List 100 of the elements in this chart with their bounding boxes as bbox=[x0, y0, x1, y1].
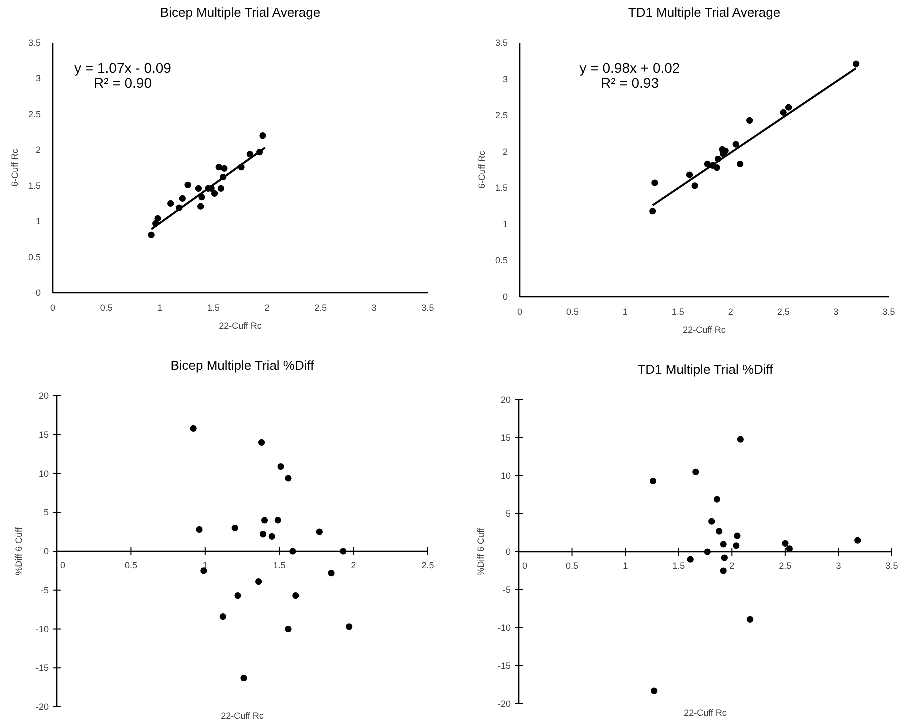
point bbox=[258, 439, 266, 446]
y-tick-label: 1.5 bbox=[28, 180, 41, 191]
x-tick-label: 2 bbox=[730, 561, 735, 571]
point bbox=[285, 626, 292, 633]
point bbox=[746, 616, 754, 623]
point bbox=[652, 180, 658, 186]
x-tick-label: 1 bbox=[158, 303, 163, 313]
x-tick-label: 3 bbox=[834, 307, 839, 317]
x-tick-label: 0.5 bbox=[566, 561, 579, 571]
y-tick-label: 0 bbox=[44, 546, 49, 556]
point bbox=[268, 533, 276, 540]
point bbox=[786, 546, 793, 552]
point bbox=[340, 548, 347, 555]
point bbox=[246, 151, 254, 158]
x-tick-label: 1.5 bbox=[273, 560, 286, 570]
point bbox=[211, 190, 218, 198]
x-tick-label: 0 bbox=[60, 560, 66, 570]
y-axis-title: %Diff 6 Cuff bbox=[476, 528, 486, 576]
point bbox=[292, 592, 300, 600]
point bbox=[261, 517, 268, 524]
point bbox=[196, 526, 203, 534]
point bbox=[746, 117, 754, 124]
y-tick-label: 10 bbox=[500, 471, 511, 481]
point bbox=[854, 537, 862, 544]
y-tick-label: 2.5 bbox=[495, 110, 508, 121]
y-tick-label: 15 bbox=[500, 433, 511, 443]
y-tick-label: -10 bbox=[36, 624, 49, 634]
x-tick-label: 0 bbox=[522, 561, 528, 571]
x-tick-label: 1 bbox=[623, 561, 628, 571]
point bbox=[721, 554, 728, 562]
annotation: R² = 0.90 bbox=[94, 75, 152, 91]
point bbox=[240, 674, 248, 682]
y-axis-title: 6-Cuff Rc bbox=[10, 148, 20, 187]
point bbox=[278, 463, 284, 470]
point bbox=[328, 570, 335, 577]
y-tick-label: 0.5 bbox=[28, 252, 41, 262]
x-axis-title: 22-Cuff Rc bbox=[219, 321, 262, 331]
y-tick-label: 2 bbox=[502, 146, 508, 157]
point bbox=[692, 468, 700, 476]
point bbox=[733, 542, 740, 550]
point bbox=[260, 132, 266, 140]
chart-title: TD1 Multiple Trial %Diff bbox=[638, 362, 774, 377]
y-tick-label: 0 bbox=[506, 547, 511, 557]
y-tick-label: 0.5 bbox=[495, 256, 508, 266]
x-tick-label: 0 bbox=[50, 303, 56, 313]
y-tick-label: 2.5 bbox=[28, 109, 41, 120]
x-tick-label: 0.5 bbox=[100, 303, 113, 313]
point bbox=[220, 614, 227, 620]
point bbox=[651, 688, 658, 694]
point bbox=[716, 528, 723, 535]
y-tick-label: -5 bbox=[502, 585, 511, 595]
point bbox=[732, 141, 740, 148]
point bbox=[260, 531, 267, 538]
x-tick-label: 0.5 bbox=[566, 307, 579, 317]
x-tick-label: 1 bbox=[622, 307, 628, 317]
x-tick-label: 2.5 bbox=[422, 560, 434, 570]
x-tick-label: 3 bbox=[836, 561, 842, 571]
point bbox=[148, 232, 155, 238]
point bbox=[274, 517, 282, 524]
x-tick-label: 2.5 bbox=[779, 561, 792, 571]
x-tick-label: 1.5 bbox=[672, 307, 684, 317]
point bbox=[285, 475, 292, 482]
y-tick-label: 20 bbox=[500, 395, 511, 405]
point bbox=[195, 185, 202, 192]
y-tick-label: 0 bbox=[502, 292, 508, 302]
x-tick-label: 3.5 bbox=[422, 303, 434, 313]
y-tick-label: 1 bbox=[502, 219, 508, 230]
x-tick-label: 1.5 bbox=[207, 303, 220, 313]
point bbox=[198, 203, 204, 210]
point bbox=[734, 532, 741, 540]
annotation: y = 1.07x - 0.09 bbox=[74, 60, 172, 76]
point bbox=[720, 568, 727, 574]
point bbox=[650, 478, 657, 485]
point bbox=[346, 624, 353, 630]
y-tick-label: -10 bbox=[498, 623, 511, 633]
point bbox=[316, 528, 323, 536]
y-tick-label: -20 bbox=[36, 702, 49, 712]
point bbox=[290, 548, 296, 555]
point bbox=[780, 109, 787, 116]
point bbox=[216, 164, 222, 171]
y-tick-label: 2 bbox=[36, 145, 41, 156]
point bbox=[256, 578, 262, 586]
y-tick-label: 3.5 bbox=[28, 38, 41, 48]
x-axis-title: 22-Cuff Rc bbox=[221, 711, 264, 721]
point bbox=[221, 165, 228, 172]
y-tick-label: 0 bbox=[36, 288, 41, 298]
y-axis-title: 6-Cuff Rc bbox=[477, 150, 487, 189]
x-tick-label: 2 bbox=[264, 303, 270, 313]
y-tick-label: 3 bbox=[36, 74, 41, 84]
chart-title: TD1 Multiple Trial Average bbox=[628, 5, 781, 20]
y-tick-label: -5 bbox=[40, 585, 49, 596]
y-tick-label: 20 bbox=[38, 391, 49, 401]
x-tick-label: 0 bbox=[517, 307, 523, 317]
y-tick-label: -20 bbox=[498, 699, 511, 709]
x-tick-label: 2.5 bbox=[314, 303, 328, 313]
y-tick-label: 3.5 bbox=[495, 38, 508, 48]
point bbox=[853, 60, 860, 68]
y-tick-label: 1.5 bbox=[495, 183, 508, 194]
point bbox=[190, 425, 197, 432]
point bbox=[168, 200, 174, 208]
